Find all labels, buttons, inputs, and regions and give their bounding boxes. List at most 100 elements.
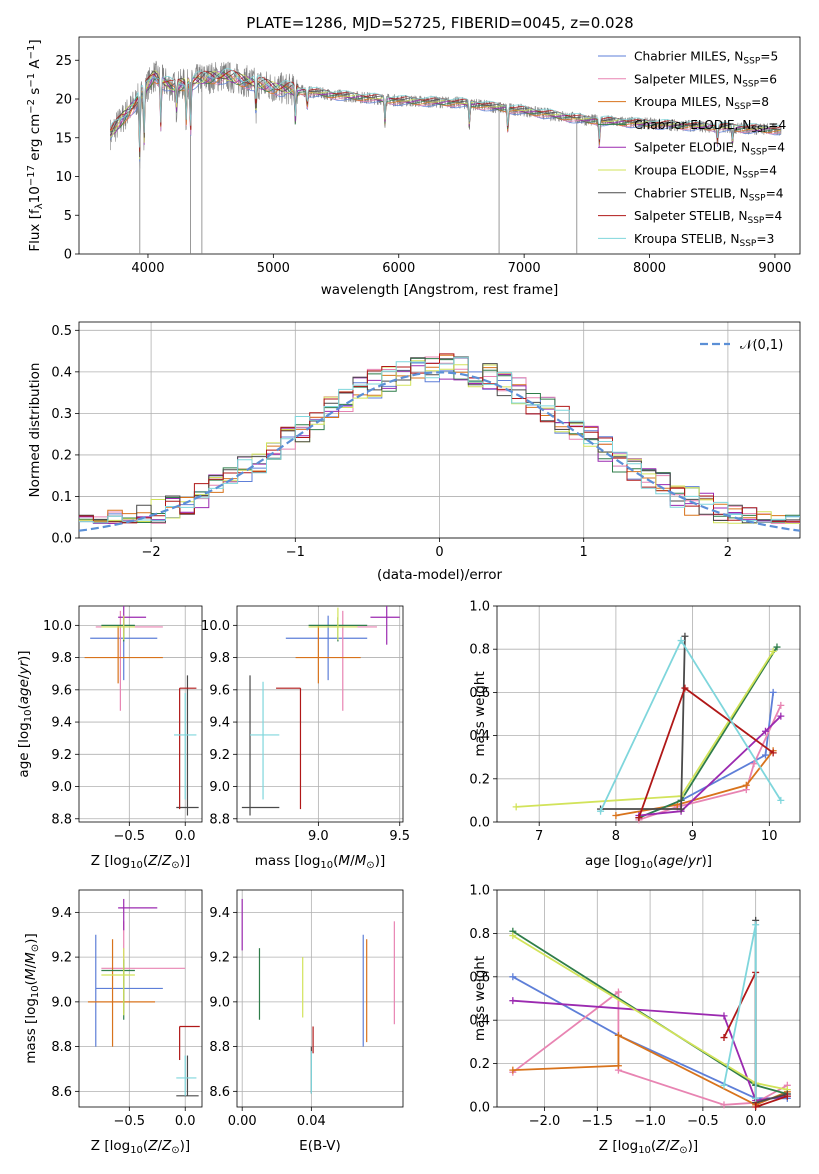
x-tick-label: 7000 bbox=[508, 261, 541, 276]
series-marker bbox=[777, 701, 785, 709]
weight-lines bbox=[509, 916, 791, 1110]
y-tick-label: 9.2 bbox=[209, 951, 230, 966]
series-marker bbox=[614, 988, 622, 996]
legend-label: Salpeter STELIB, NSSP=4 bbox=[634, 209, 783, 226]
x-tick-label: 7 bbox=[535, 829, 543, 844]
y-tick-label: 0.6 bbox=[469, 686, 490, 701]
series-marker bbox=[509, 973, 517, 981]
y-tick-label: 5 bbox=[64, 209, 72, 224]
series-marker bbox=[750, 760, 758, 768]
y-tick-label: 9.8 bbox=[51, 651, 72, 666]
weight-lines bbox=[512, 632, 785, 824]
mass_vs_Z-xlabel: Z [log10(Z/Z⊙)] bbox=[91, 1138, 190, 1156]
y-tick-label: 0.0 bbox=[469, 1101, 490, 1116]
x-tick-label: 9000 bbox=[758, 261, 791, 276]
errorbar-salpeter-stelib bbox=[179, 1025, 200, 1061]
series-line bbox=[638, 646, 778, 819]
spectrum-lines bbox=[109, 60, 782, 254]
weight_vs_age-xlabel: age [log10(age/yr)] bbox=[585, 853, 712, 871]
y-tick-label: 0.1 bbox=[51, 490, 72, 505]
y-tick-label: 9.2 bbox=[209, 748, 230, 763]
y-tick-label: 8.8 bbox=[209, 812, 230, 827]
y-tick-label: 8.8 bbox=[209, 1040, 230, 1055]
legend-label: 𝒩(0,1) bbox=[740, 338, 783, 353]
errorbar-salpeter-elodie bbox=[118, 898, 158, 931]
series-marker bbox=[777, 712, 785, 720]
errorbar-kroupa-stelib bbox=[174, 693, 197, 800]
errorbar-kroupa-miles bbox=[295, 625, 361, 684]
series-marker bbox=[720, 1034, 728, 1042]
y-tick-label: 25 bbox=[55, 54, 72, 69]
errorbar-salpeter-miles bbox=[101, 921, 186, 1014]
errorbar-salpeter-elodie bbox=[118, 606, 147, 634]
series-marker bbox=[777, 796, 785, 804]
legend-label: Chabrier ELODIE, NSSP=4 bbox=[634, 118, 786, 135]
y-tick-label: 1.0 bbox=[469, 884, 490, 899]
series-marker bbox=[509, 997, 517, 1005]
y-tick-label: 0.0 bbox=[51, 532, 72, 547]
errorbar-chabrier-stelib bbox=[241, 675, 280, 816]
spectrum-ylabel: Flux [fλ10−17 erg cm−2 s−1 A−1] bbox=[26, 39, 45, 251]
series-marker bbox=[612, 812, 620, 820]
y-tick-label: 9.4 bbox=[51, 716, 72, 731]
series-line bbox=[638, 715, 782, 817]
age_vs_Z-xlabel: Z [log10(Z/Z⊙)] bbox=[91, 853, 190, 871]
y-tick-label: 20 bbox=[55, 93, 72, 108]
y-tick-label: 10.0 bbox=[43, 619, 72, 634]
histogram-salpeter-stelib bbox=[79, 353, 800, 524]
errorbars bbox=[241, 898, 395, 1094]
y-tick-label: 0.8 bbox=[469, 643, 490, 658]
y-tick-label: 8.8 bbox=[51, 1040, 72, 1055]
series-marker bbox=[769, 749, 777, 757]
y-tick-label: 9.4 bbox=[51, 906, 72, 921]
x-tick-label: −2.0 bbox=[529, 1114, 561, 1129]
mass_vs_ebv-panel: 0.00 0.04 8.6 8.8 9.0 9.2 9.4 E(B-V) bbox=[209, 889, 404, 1154]
y-tick-label: 9.4 bbox=[209, 906, 230, 921]
y-tick-label: 1.0 bbox=[469, 600, 490, 615]
y-tick-label: 9.4 bbox=[209, 716, 230, 731]
gaussian-curve bbox=[79, 371, 800, 532]
x-tick-label: 0.0 bbox=[175, 829, 196, 844]
series-marker bbox=[677, 637, 685, 645]
x-tick-label: 6000 bbox=[382, 261, 415, 276]
figure-title: PLATE=1286, MJD=52725, FIBERID=0045, z=0… bbox=[246, 14, 633, 32]
residuals-xlabel: (data-model)/error bbox=[377, 567, 503, 583]
x-tick-label: 0 bbox=[435, 545, 443, 560]
legend-label: Kroupa STELIB, NSSP=3 bbox=[634, 232, 774, 249]
x-tick-label: −1 bbox=[286, 545, 305, 560]
errorbar-chabrier-stelib bbox=[176, 1055, 199, 1097]
histogram-kroupa-stelib bbox=[79, 356, 800, 524]
errorbar-kroupa-elodie bbox=[101, 615, 135, 640]
age_vs_Z-panel: −0.5 0.0 8.8 9.0 9.2 9.4 9.6 9.8 10.0 Z [log10(Z/… bbox=[16, 605, 203, 871]
histograms bbox=[79, 353, 800, 532]
y-tick-label: 9.0 bbox=[209, 995, 230, 1010]
x-tick-label: 2 bbox=[724, 545, 732, 560]
series-marker bbox=[720, 1101, 728, 1109]
age_vs_Z-ylabel: age [log10(age/yr)] bbox=[16, 650, 34, 777]
errorbar-chabrier-miles bbox=[95, 934, 163, 1047]
y-tick-label: 8.8 bbox=[51, 812, 72, 827]
legend-label: Kroupa MILES, NSSP=8 bbox=[634, 95, 769, 112]
errorbar-kroupa-elodie bbox=[101, 948, 135, 1016]
errorbar-kroupa-miles bbox=[84, 625, 163, 684]
weight_vs_Z-panel: −2.0 −1.5 −1.0 −0.5 0.0 0.0 0.2 0.4 0.6 0.8 1.0 Z [… bbox=[469, 884, 801, 1156]
age_vs_mass-panel: 9.0 9.5 8.8 9.0 9.2 9.4 9.6 9.8 10.0 mass [log10(… bbox=[201, 605, 410, 871]
y-tick-label: 0.3 bbox=[51, 407, 72, 422]
x-tick-label: −0.5 bbox=[114, 829, 146, 844]
y-tick-label: 9.0 bbox=[51, 995, 72, 1010]
axes-frame bbox=[78, 605, 203, 823]
y-tick-label: 8.6 bbox=[209, 1085, 230, 1100]
series-marker bbox=[783, 1092, 791, 1100]
y-tick-label: 9.6 bbox=[209, 683, 230, 698]
axes-frame bbox=[78, 36, 801, 255]
series-line bbox=[723, 924, 757, 1099]
age_vs_mass-xlabel: mass [log10(M/M⊙)] bbox=[255, 853, 385, 871]
errorbar-kroupa-stelib bbox=[250, 681, 280, 800]
residuals-panel: −2 −1 0 1 2 0.0 0.1 0.2 0.3 0.4 0.5 𝒩(0,1) (data-mod… bbox=[27, 321, 801, 583]
y-tick-label: 9.2 bbox=[51, 951, 72, 966]
x-tick-label: 9.5 bbox=[389, 829, 410, 844]
errorbars bbox=[87, 898, 200, 1097]
x-tick-label: 8000 bbox=[633, 261, 666, 276]
mass_vs_Z-ylabel: mass [log10(M/M⊙)] bbox=[23, 933, 41, 1063]
axes-frame bbox=[496, 889, 801, 1108]
